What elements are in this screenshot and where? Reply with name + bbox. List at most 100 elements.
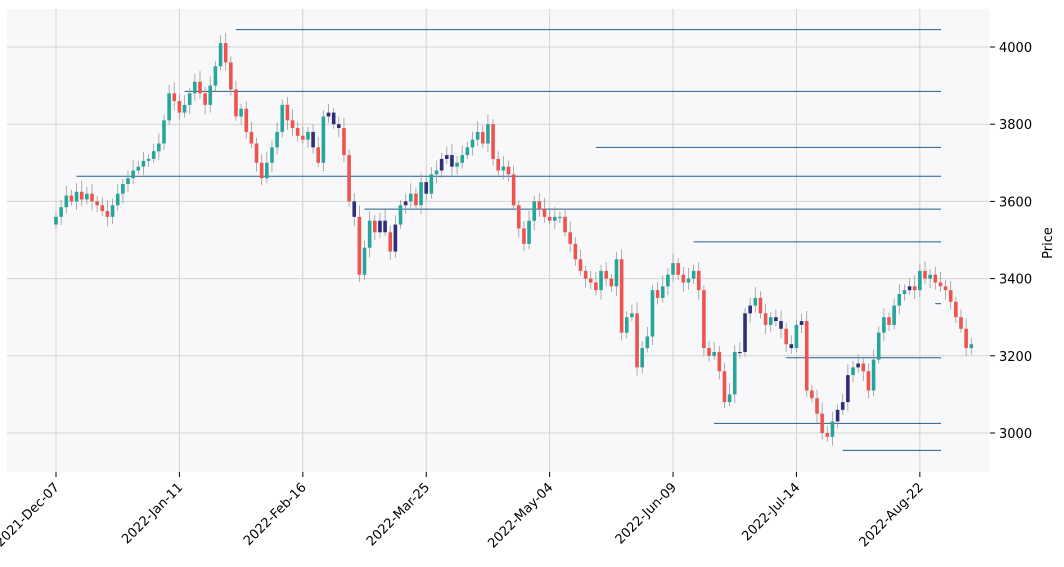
candle (871, 349, 876, 397)
candle (69, 189, 74, 206)
candle (470, 131, 475, 156)
candle-body (763, 313, 768, 325)
candle-body (902, 290, 907, 295)
candle-body (136, 166, 141, 171)
x-tick-label: 2022-Jul-14 (739, 480, 803, 544)
candle (907, 277, 912, 295)
candle-body (732, 351, 737, 395)
candle-body (480, 131, 485, 144)
candle (337, 116, 341, 137)
candle-body (882, 317, 886, 333)
candle-body (177, 101, 182, 113)
candle-body (707, 348, 711, 356)
x-tick-label: 2022-Feb-16 (241, 480, 310, 549)
candle-body (347, 155, 351, 202)
plot-area (7, 9, 990, 472)
candle (475, 121, 480, 146)
candle (455, 155, 459, 175)
candle-body (115, 193, 120, 206)
candle-body (213, 66, 218, 86)
candle (763, 304, 768, 335)
candle (429, 167, 434, 199)
candle (249, 121, 254, 149)
candle (326, 103, 331, 124)
candle-body (573, 243, 578, 260)
candle-body (928, 274, 932, 279)
candle (265, 151, 269, 184)
candle (779, 310, 783, 339)
candle (239, 104, 243, 125)
candle (840, 394, 845, 415)
candle-body (362, 247, 367, 275)
candle-body (568, 232, 572, 244)
candle-body (121, 184, 125, 194)
candle-body (326, 112, 331, 117)
candle (794, 320, 799, 352)
candle-body (846, 375, 850, 403)
candle-body (342, 128, 346, 156)
candle-body (583, 270, 588, 279)
candle (234, 80, 238, 121)
candle-body (645, 336, 650, 349)
candle (121, 179, 125, 204)
candle (856, 354, 860, 373)
candle-body (563, 216, 567, 233)
candle-body (696, 270, 701, 291)
candle (774, 309, 778, 327)
candle-body (542, 209, 547, 217)
candle (702, 285, 706, 356)
candle-body (609, 278, 614, 287)
candle (342, 118, 346, 163)
candle-body (804, 321, 809, 391)
candle (280, 99, 285, 138)
candle-body (301, 135, 305, 140)
candle-body (193, 81, 197, 94)
candle-body (840, 402, 845, 410)
candle (167, 84, 171, 125)
candle (573, 237, 578, 266)
candle (187, 87, 192, 115)
candle-body (799, 321, 804, 325)
candle (784, 322, 788, 352)
candle (511, 165, 516, 211)
candle-body (948, 290, 953, 302)
candle (331, 107, 336, 129)
grid-lines (7, 9, 990, 472)
candle-body (522, 228, 526, 244)
candle (259, 154, 264, 186)
candle-body (825, 433, 830, 437)
candle (301, 126, 305, 144)
candle-body (218, 43, 223, 67)
candle (614, 251, 619, 296)
candle-body (429, 174, 434, 194)
candle (213, 61, 218, 92)
candle-body (599, 270, 603, 291)
candle-body (270, 147, 274, 163)
candle-body (532, 201, 537, 221)
candle-body (959, 317, 963, 329)
candle (306, 126, 310, 148)
candle (933, 266, 938, 290)
candle (100, 197, 105, 217)
candle-body (861, 363, 866, 372)
candle (912, 275, 917, 300)
candle (542, 197, 547, 223)
candle (229, 56, 233, 96)
candle (799, 313, 804, 334)
candle-body (337, 124, 341, 129)
candle (378, 212, 382, 239)
candle-body (203, 93, 207, 105)
candle-body (131, 170, 135, 179)
candle-body (486, 124, 490, 144)
candle-body (635, 313, 639, 368)
candle-body (239, 108, 243, 117)
y-tick-label: 3400 (999, 273, 1032, 288)
candle (666, 268, 670, 296)
candle-body (439, 158, 444, 171)
candle-body (491, 124, 495, 159)
candle-body (717, 351, 722, 372)
candle-body (465, 147, 470, 156)
candle-body (830, 421, 835, 437)
candle-body (167, 93, 171, 121)
